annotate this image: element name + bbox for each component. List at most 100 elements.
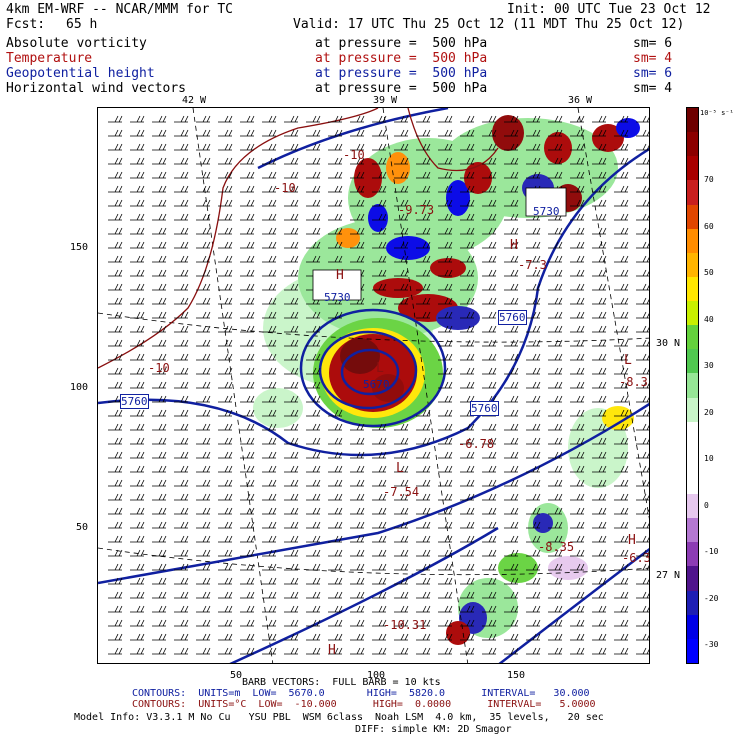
wind-barb — [394, 297, 409, 305]
wind-barb — [328, 157, 343, 165]
y-tick-150: 150 — [70, 242, 89, 253]
wind-barb — [174, 213, 189, 221]
wind-barb — [504, 535, 519, 543]
wind-barb — [416, 185, 431, 193]
wind-barb — [108, 549, 123, 557]
wind-barb — [438, 633, 453, 641]
field-name-wind: Horizontal wind vectors — [6, 81, 187, 96]
wind-barb — [548, 479, 563, 487]
wind-barb — [350, 605, 365, 613]
wind-barb — [196, 507, 211, 515]
wind-barb — [416, 577, 431, 585]
wind-barb — [548, 437, 563, 445]
wind-barb — [240, 339, 255, 347]
wind-barb — [174, 423, 189, 431]
wind-barb — [152, 367, 167, 375]
wind-barb — [592, 493, 607, 501]
wind-barb — [614, 577, 629, 585]
wind-barb — [196, 437, 211, 445]
wind-barb — [438, 297, 453, 305]
wind-barb — [614, 479, 629, 487]
wind-barb — [394, 549, 409, 557]
wind-barb — [350, 213, 365, 221]
wind-barb — [592, 521, 607, 529]
wind-barb — [196, 227, 211, 235]
wind-barb — [570, 591, 585, 599]
wind-barb — [240, 115, 255, 123]
wind-barb — [284, 241, 299, 249]
wind-barb — [130, 507, 145, 515]
wind-barb — [284, 185, 299, 193]
wind-barb — [504, 451, 519, 459]
wind-barb — [504, 563, 519, 571]
wind-barb — [460, 157, 475, 165]
wind-barb — [394, 647, 409, 655]
wind-barb — [262, 395, 277, 403]
wind-barb — [130, 563, 145, 571]
wind-barb — [152, 591, 167, 599]
wind-barb — [130, 283, 145, 291]
wind-barb — [570, 129, 585, 137]
wind-barb — [570, 451, 585, 459]
wind-barb — [372, 157, 387, 165]
wind-barb — [372, 185, 387, 193]
wind-barb — [438, 353, 453, 361]
wind-barb — [548, 283, 563, 291]
wind-barb — [174, 381, 189, 389]
wind-barb — [350, 591, 365, 599]
wind-barb — [592, 311, 607, 319]
wind-barb — [130, 591, 145, 599]
wind-barb — [130, 465, 145, 473]
valid-time: Valid: 17 UTC Thu 25 Oct 12 (11 MDT Thu … — [293, 17, 685, 32]
wind-barb — [592, 143, 607, 151]
wind-barb — [328, 591, 343, 599]
wind-barb — [438, 395, 453, 403]
temp-label: -10 — [274, 181, 296, 195]
field-level-wind: at pressure = 500 hPa — [315, 81, 488, 96]
wind-barb — [394, 605, 409, 613]
field-name-vorticity: Absolute vorticity — [6, 36, 147, 51]
wind-barb — [262, 451, 277, 459]
wind-barb — [460, 549, 475, 557]
wind-barb — [306, 381, 321, 389]
wind-barb — [592, 269, 607, 277]
wind-barb — [482, 269, 497, 277]
temp-label: -7.3 — [518, 258, 547, 272]
wind-barb — [218, 423, 233, 431]
wind-barb — [460, 507, 475, 515]
wind-barb — [614, 647, 629, 655]
wind-barb — [152, 339, 167, 347]
wind-barb — [174, 227, 189, 235]
colorbar-segment — [687, 276, 698, 302]
wind-barb — [504, 269, 519, 277]
wind-barb — [284, 591, 299, 599]
wind-barb — [592, 115, 607, 123]
wind-barb — [174, 507, 189, 515]
wind-barb — [504, 199, 519, 207]
wind-barb — [438, 143, 453, 151]
wind-barb — [482, 381, 497, 389]
wind-barb — [548, 255, 563, 263]
contours-height-info: CONTOURS: UNITS=m LOW= 5670.0 HIGH= 5820… — [132, 688, 590, 699]
wind-barb — [196, 311, 211, 319]
wind-barb — [152, 465, 167, 473]
wind-barb — [306, 157, 321, 165]
colorbar-segment — [687, 397, 698, 423]
wind-barb — [614, 381, 629, 389]
wind-barb — [482, 535, 497, 543]
wind-barb — [460, 367, 475, 375]
wind-barb — [218, 269, 233, 277]
wind-barb — [592, 157, 607, 165]
wind-barb — [130, 297, 145, 305]
wind-barb — [284, 171, 299, 179]
wind-barb — [130, 633, 145, 641]
wind-barb — [328, 409, 343, 417]
wind-barb — [482, 283, 497, 291]
colorbar-tick-label: -30 — [704, 640, 719, 649]
wind-barb — [262, 479, 277, 487]
wind-barb — [108, 605, 123, 613]
wind-barb — [174, 269, 189, 277]
wind-barb — [636, 325, 649, 333]
wind-barb — [196, 465, 211, 473]
wind-barb — [372, 255, 387, 263]
